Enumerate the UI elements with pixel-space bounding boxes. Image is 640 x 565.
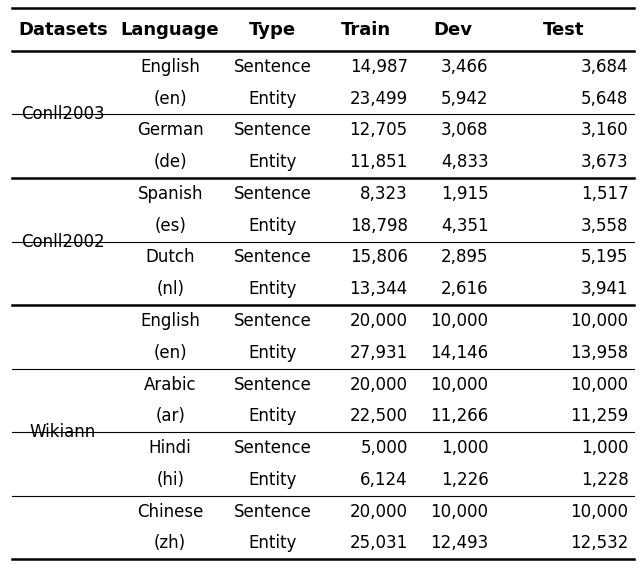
Text: 10,000: 10,000 [570, 503, 628, 521]
Text: 15,806: 15,806 [349, 249, 408, 267]
Text: 20,000: 20,000 [349, 503, 408, 521]
Text: 13,344: 13,344 [349, 280, 408, 298]
Text: Entity: Entity [248, 407, 297, 425]
Text: 3,068: 3,068 [441, 121, 488, 140]
Text: (es): (es) [154, 216, 186, 234]
Text: (nl): (nl) [156, 280, 184, 298]
Text: Test: Test [543, 21, 584, 38]
Text: 10,000: 10,000 [431, 376, 488, 394]
Text: 1,517: 1,517 [581, 185, 628, 203]
Text: Datasets: Datasets [18, 21, 108, 38]
Text: Wikiann: Wikiann [29, 423, 96, 441]
Text: Entity: Entity [248, 216, 297, 234]
Text: Conll2003: Conll2003 [21, 106, 105, 123]
Text: Entity: Entity [248, 280, 297, 298]
Text: 4,833: 4,833 [441, 153, 488, 171]
Text: 12,532: 12,532 [570, 534, 628, 553]
Text: Sentence: Sentence [234, 121, 312, 140]
Text: Sentence: Sentence [234, 58, 312, 76]
Text: Hindi: Hindi [148, 439, 191, 457]
Text: Sentence: Sentence [234, 376, 312, 394]
Text: Spanish: Spanish [138, 185, 203, 203]
Text: Entity: Entity [248, 471, 297, 489]
Text: 11,259: 11,259 [570, 407, 628, 425]
Text: Dev: Dev [434, 21, 473, 38]
Text: 5,000: 5,000 [360, 439, 408, 457]
Text: 1,000: 1,000 [581, 439, 628, 457]
Text: 3,160: 3,160 [581, 121, 628, 140]
Text: 11,851: 11,851 [349, 153, 408, 171]
Text: 3,673: 3,673 [581, 153, 628, 171]
Text: 1,000: 1,000 [441, 439, 488, 457]
Text: 10,000: 10,000 [431, 503, 488, 521]
Text: 5,195: 5,195 [581, 249, 628, 267]
Text: 4,351: 4,351 [441, 216, 488, 234]
Text: Sentence: Sentence [234, 439, 312, 457]
Text: 14,987: 14,987 [349, 58, 408, 76]
Text: 12,705: 12,705 [349, 121, 408, 140]
Text: 22,500: 22,500 [349, 407, 408, 425]
Text: Arabic: Arabic [144, 376, 196, 394]
Text: 3,466: 3,466 [441, 58, 488, 76]
Text: 3,558: 3,558 [581, 216, 628, 234]
Text: Entity: Entity [248, 89, 297, 107]
Text: 1,226: 1,226 [441, 471, 488, 489]
Text: (de): (de) [154, 153, 187, 171]
Text: 3,941: 3,941 [581, 280, 628, 298]
Text: Sentence: Sentence [234, 312, 312, 330]
Text: Chinese: Chinese [137, 503, 204, 521]
Text: Language: Language [121, 21, 220, 38]
Text: 12,493: 12,493 [430, 534, 488, 553]
Text: Entity: Entity [248, 344, 297, 362]
Text: (ar): (ar) [156, 407, 185, 425]
Text: Dutch: Dutch [145, 249, 195, 267]
Text: (zh): (zh) [154, 534, 186, 553]
Text: Type: Type [249, 21, 296, 38]
Text: Train: Train [341, 21, 391, 38]
Text: 13,958: 13,958 [570, 344, 628, 362]
Text: 20,000: 20,000 [349, 376, 408, 394]
Text: 6,124: 6,124 [360, 471, 408, 489]
Text: 5,648: 5,648 [581, 89, 628, 107]
Text: 5,942: 5,942 [441, 89, 488, 107]
Text: English: English [140, 312, 200, 330]
Text: Sentence: Sentence [234, 249, 312, 267]
Text: 1,915: 1,915 [441, 185, 488, 203]
Text: 10,000: 10,000 [570, 312, 628, 330]
Text: 8,323: 8,323 [360, 185, 408, 203]
Text: 18,798: 18,798 [349, 216, 408, 234]
Text: 25,031: 25,031 [349, 534, 408, 553]
Text: 2,616: 2,616 [441, 280, 488, 298]
Text: 27,931: 27,931 [349, 344, 408, 362]
Text: 20,000: 20,000 [349, 312, 408, 330]
Text: German: German [137, 121, 204, 140]
Text: 23,499: 23,499 [349, 89, 408, 107]
Text: 10,000: 10,000 [431, 312, 488, 330]
Text: (hi): (hi) [156, 471, 184, 489]
Text: Sentence: Sentence [234, 185, 312, 203]
Text: 11,266: 11,266 [430, 407, 488, 425]
Text: 3,684: 3,684 [581, 58, 628, 76]
Text: (en): (en) [154, 89, 187, 107]
Text: Conll2002: Conll2002 [21, 233, 105, 250]
Text: 1,228: 1,228 [580, 471, 628, 489]
Text: English: English [140, 58, 200, 76]
Text: 10,000: 10,000 [570, 376, 628, 394]
Text: Entity: Entity [248, 534, 297, 553]
Text: 14,146: 14,146 [430, 344, 488, 362]
Text: 2,895: 2,895 [441, 249, 488, 267]
Text: (en): (en) [154, 344, 187, 362]
Text: Sentence: Sentence [234, 503, 312, 521]
Text: Entity: Entity [248, 153, 297, 171]
